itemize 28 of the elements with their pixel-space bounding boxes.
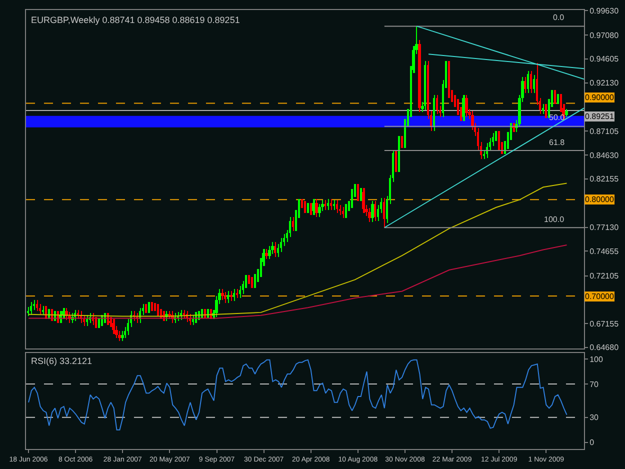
y-tick-label: 0.94605	[590, 54, 620, 64]
chart-title: RSI(6) 33.2121	[31, 356, 92, 366]
y-tick-label: 70	[590, 380, 600, 389]
ref-line-label: 0.90000	[585, 93, 614, 102]
y-tick-label: 30	[590, 413, 600, 422]
ref-line-label: 0.89251	[585, 112, 614, 121]
line-series	[28, 182, 568, 317]
y-tick-label: 100	[590, 354, 604, 364]
line-series	[28, 359, 568, 430]
y-tick-label: 0	[590, 438, 595, 448]
y-tick-label: 0.64680	[590, 343, 620, 352]
y-tick-label: 0.97080	[590, 30, 620, 40]
y-tick-label: 0.82155	[590, 174, 620, 184]
annotation: 0.0	[553, 13, 565, 22]
y-tick-label: 0.87105	[590, 127, 620, 136]
ref-line-label: 0.80000	[585, 195, 614, 204]
ref-line-label: 0.70000	[585, 292, 614, 301]
line-series	[28, 244, 568, 319]
y-tick-label: 0.99630	[590, 6, 620, 16]
text: EURGBP,Weekly 0.88741 0.89458 0.88619 0.89251	[31, 15, 240, 25]
y-tick-label: 0.84630	[590, 150, 620, 160]
y-tick-label: 0.74655	[590, 246, 620, 256]
y-tick-label: 0.67155	[590, 319, 620, 328]
y-tick-label: 0.72105	[590, 272, 620, 281]
y-tick-label: 0.92130	[590, 78, 620, 88]
y-tick-label: 0.77130	[590, 223, 620, 232]
annotation: 100.0	[544, 215, 565, 224]
annotation: 61.8	[549, 138, 566, 147]
